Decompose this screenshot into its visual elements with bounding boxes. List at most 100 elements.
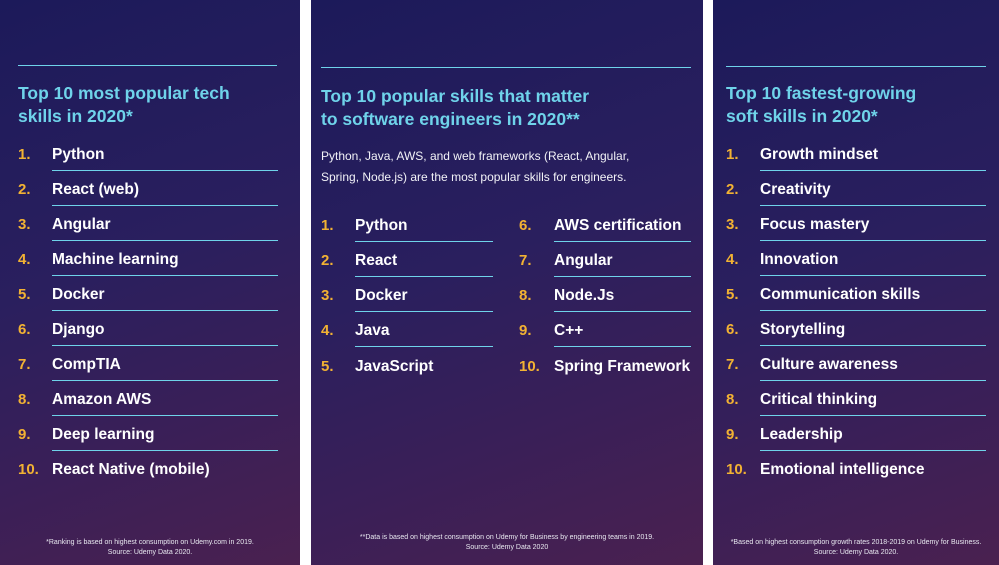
item-number: 10.	[726, 461, 747, 478]
item-number: 3.	[726, 216, 739, 233]
item-divider	[554, 311, 691, 312]
item-label: Angular	[52, 216, 111, 233]
item-number: 10.	[18, 461, 39, 478]
item-label: Spring Framework	[554, 358, 691, 375]
item-number: 4.	[726, 251, 739, 268]
item-label: C++	[554, 322, 584, 339]
item-divider	[760, 415, 986, 416]
item-number: 1.	[321, 217, 334, 234]
item-number: 7.	[18, 356, 31, 373]
item-label: Storytelling	[760, 321, 846, 338]
item-divider	[554, 346, 691, 347]
item-number: 1.	[726, 146, 739, 163]
panel-title-line2: skills in 2020*	[18, 106, 133, 126]
item-number: 6.	[726, 321, 739, 338]
panel-title-line2: to software engineers in 2020**	[321, 109, 580, 129]
list-item: 10. Spring Framework	[519, 357, 697, 392]
list-item: 7. CompTIA	[18, 355, 278, 390]
item-number: 3.	[18, 216, 31, 233]
list-item: 9. Deep learning	[18, 425, 278, 460]
item-label: Culture awareness	[760, 356, 898, 373]
item-divider	[760, 380, 986, 381]
item-divider	[554, 276, 691, 277]
list-item: 1. Python	[18, 145, 278, 180]
item-divider	[760, 240, 986, 241]
item-number: 9.	[519, 322, 532, 339]
item-number: 10.	[519, 358, 540, 375]
item-number: 8.	[519, 287, 532, 304]
list-item: 6. Django	[18, 320, 278, 355]
list-item: 10. React Native (mobile)	[18, 460, 278, 495]
panel-title: Top 10 popular skills that matter to sof…	[321, 85, 589, 131]
footnote: **Data is based on highest consumption o…	[311, 533, 703, 553]
list-item: 7. Culture awareness	[726, 355, 986, 390]
list-item: 2. Creativity	[726, 180, 986, 215]
footnote-source: Source: Udemy Data 2020	[465, 544, 549, 551]
list-item: 4. Java	[321, 321, 493, 356]
item-label: Communication skills	[760, 286, 921, 303]
list-item: 5. JavaScript	[321, 357, 493, 392]
item-number: 9.	[18, 426, 31, 443]
item-label: CompTIA	[52, 356, 121, 373]
item-divider	[52, 345, 278, 346]
item-label: Critical thinking	[760, 391, 878, 408]
list-item: 8. Node.Js	[519, 286, 691, 321]
item-number: 4.	[321, 322, 334, 339]
footnote: *Based on highest consumption growth rat…	[713, 538, 999, 558]
list-item: 10. Emotional intelligence	[726, 460, 986, 495]
panel-top-divider	[321, 67, 691, 68]
list-item: 2. React	[321, 251, 493, 286]
panel-title: Top 10 most popular tech skills in 2020*	[18, 82, 230, 128]
description-line2: Spring, Node.js) are the most popular sk…	[321, 170, 627, 184]
footnote: *Ranking is based on highest consumption…	[0, 538, 300, 558]
footnote-line1: *Based on highest consumption growth rat…	[730, 539, 982, 546]
item-divider	[760, 310, 986, 311]
item-label: Focus mastery	[760, 216, 870, 233]
item-divider	[52, 170, 278, 171]
item-label: Node.Js	[554, 287, 615, 304]
list-item: 3. Angular	[18, 215, 278, 250]
item-label: Django	[52, 321, 105, 338]
item-divider	[52, 380, 278, 381]
item-number: 7.	[519, 252, 532, 269]
item-label: Deep learning	[52, 426, 155, 443]
item-label: Growth mindset	[760, 146, 878, 163]
panel-engineer-skills: Top 10 popular skills that matter to sof…	[311, 0, 703, 565]
list-item: 3. Docker	[321, 286, 493, 321]
item-number: 2.	[321, 252, 334, 269]
item-label: Python	[52, 146, 105, 163]
panel-top-divider	[18, 65, 277, 66]
list-item: 4. Machine learning	[18, 250, 278, 285]
item-divider	[52, 240, 278, 241]
item-label: React (web)	[52, 181, 139, 198]
item-divider	[52, 310, 278, 311]
panel-description: Python, Java, AWS, and web frameworks (R…	[321, 146, 629, 188]
item-number: 5.	[18, 286, 31, 303]
item-label: React	[355, 252, 398, 269]
item-number: 8.	[726, 391, 739, 408]
panel-tech-skills: Top 10 most popular tech skills in 2020*…	[0, 0, 300, 565]
item-label: Leadership	[760, 426, 843, 443]
item-label: Amazon AWS	[52, 391, 152, 408]
list-item: 6. AWS certification	[519, 216, 691, 251]
item-divider	[760, 275, 986, 276]
list-item: 7. Angular	[519, 251, 691, 286]
panel-top-divider	[726, 66, 986, 67]
footnote-source: Source: Udemy Data 2020.	[107, 549, 193, 556]
item-number: 2.	[18, 181, 31, 198]
item-label: Angular	[554, 252, 613, 269]
item-label: AWS certification	[554, 217, 682, 234]
panel-title-line2: soft skills in 2020*	[726, 106, 878, 126]
list-item: 1. Growth mindset	[726, 145, 986, 180]
item-divider	[760, 345, 986, 346]
item-label: Docker	[355, 287, 408, 304]
item-number: 8.	[18, 391, 31, 408]
item-label: Emotional intelligence	[760, 461, 925, 478]
list-item: 8. Critical thinking	[726, 390, 986, 425]
panel-title: Top 10 fastest-growing soft skills in 20…	[726, 82, 916, 128]
item-label: Creativity	[760, 181, 831, 198]
item-number: 5.	[726, 286, 739, 303]
item-number: 9.	[726, 426, 739, 443]
item-divider	[554, 241, 691, 242]
list-item: 6. Storytelling	[726, 320, 986, 355]
